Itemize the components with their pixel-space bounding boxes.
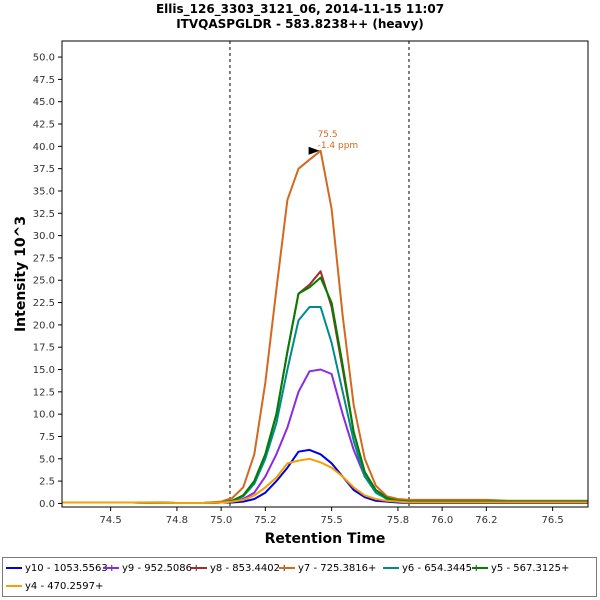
chart-title-line-1: Ellis_126_3303_3121_06, 2014-11-15 11:07 (155, 2, 445, 16)
y-tick-label: 35.0 (33, 186, 55, 197)
y-tick-label: 17.5 (33, 343, 55, 354)
x-tick-label: 75.8 (387, 515, 409, 526)
plot-frame (61, 40, 589, 508)
y-tick-label: 30.0 (33, 231, 55, 242)
series-line (62, 368, 588, 504)
y-tick-label: 27.5 (33, 253, 55, 264)
chart-title-line-2: ITVQASPGLDR - 583.8238++ (heavy) (176, 17, 424, 31)
y-tick-label: 50.0 (33, 53, 55, 64)
y-tick-label: 25.0 (33, 276, 55, 287)
series-line (62, 448, 588, 504)
legend-item: y6 - 654.3445+ (383, 562, 480, 576)
chromatogram-plot: 0.0 2.5 5.0 7.5 10.0 12.5 15.0 17.5 20.0 22.5 25.0… (13, 40, 589, 547)
legend: y10 - 1053.5563+ y9 - 952.5086+ y8 - 853.4… (2, 557, 597, 597)
legend-label: y6 - 654.3445+ (402, 563, 481, 574)
x-tick-label: 75.0 (210, 515, 232, 526)
x-tick-label: 74.5 (99, 515, 121, 526)
legend-label: y5 - 567.3125+ (491, 563, 570, 574)
legend-item: y9 - 952.5086+ (103, 562, 200, 576)
legend-swatch (279, 567, 295, 569)
series-line (62, 457, 588, 504)
y-tick-label: 5.0 (39, 454, 55, 465)
x-tick-label: 76.2 (475, 515, 497, 526)
peak-annotation-ppm: -1.4 ppm (318, 141, 359, 151)
chart-title: Ellis_126_3303_3121_06, 2014-11-15 11:07… (0, 2, 600, 32)
legend-item: y7 - 725.3816+ (279, 562, 376, 576)
y-tick-label: 0.0 (39, 499, 55, 510)
y-axis-label: Intensity 10^3 (13, 216, 29, 332)
x-axis-label: Retention Time (265, 531, 386, 547)
x-tick-label: 76.5 (542, 515, 564, 526)
legend-label: y9 - 952.5086+ (122, 563, 201, 574)
x-tick-label: 75.2 (254, 515, 276, 526)
legend-label: y7 - 725.3816+ (298, 563, 377, 574)
legend-item: y10 - 1053.5563+ (6, 562, 116, 576)
legend-swatch (191, 567, 207, 569)
y-tick-label: 7.5 (39, 432, 55, 443)
peak-annotation-rt: 75.5 (318, 130, 338, 140)
peak-marker-arrow (308, 146, 320, 155)
y-tick-label: 22.5 (33, 298, 55, 309)
legend-label: y4 - 470.2597+ (25, 581, 104, 592)
y-tick-label: 40.0 (33, 142, 55, 153)
series-line (62, 270, 588, 504)
legend-swatch (383, 567, 399, 569)
y-tick-label: 47.5 (33, 75, 55, 86)
x-tick-label: 75.5 (320, 515, 342, 526)
legend-item: y4 - 470.2597+ (6, 580, 103, 594)
series-line (62, 149, 588, 504)
series-line (62, 276, 588, 504)
y-tick-label: 20.0 (33, 320, 55, 331)
y-tick-label: 32.5 (33, 209, 55, 220)
y-tick-label: 37.5 (33, 164, 55, 175)
legend-item: y5 - 567.3125+ (472, 562, 569, 576)
legend-item: y8 - 853.4402+ (191, 562, 288, 576)
legend-swatch (6, 567, 22, 569)
series-line (62, 306, 588, 504)
legend-label: y10 - 1053.5563+ (25, 563, 117, 574)
y-tick-label: 42.5 (33, 120, 55, 131)
y-tick-label: 10.0 (33, 410, 55, 421)
y-tick-label: 15.0 (33, 365, 55, 376)
legend-swatch (472, 567, 488, 569)
legend-swatch (103, 567, 119, 569)
x-tick-label: 76.0 (431, 515, 453, 526)
x-tick-label: 74.8 (166, 515, 188, 526)
legend-label: y8 - 853.4402+ (210, 563, 289, 574)
y-tick-label: 45.0 (33, 97, 55, 108)
y-tick-label: 12.5 (33, 387, 55, 398)
y-tick-label: 2.5 (39, 477, 55, 488)
legend-swatch (6, 585, 22, 587)
